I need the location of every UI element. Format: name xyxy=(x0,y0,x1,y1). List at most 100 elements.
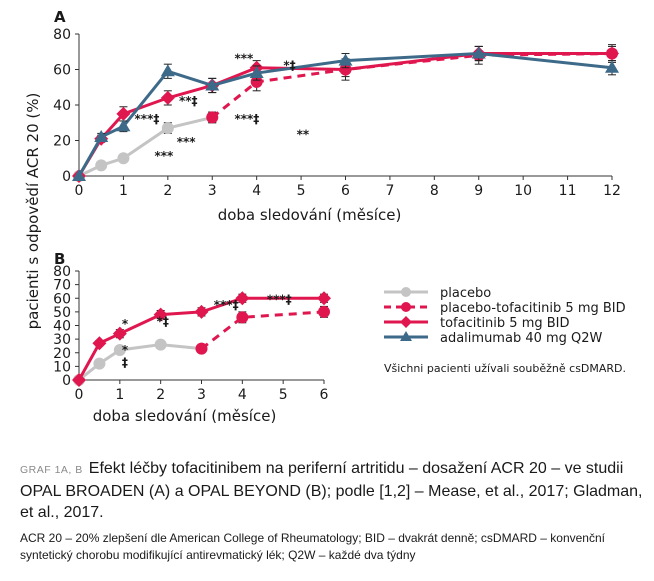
panel-b-annotation: * xyxy=(122,317,129,331)
panel-a-annotation: *‡ xyxy=(283,59,295,73)
panel-b-data-point-0-2 xyxy=(113,344,126,357)
panel-a-data-point-3-7 xyxy=(471,46,486,59)
panel-a-y-axis-title: pacienti s odpovědí ACR 20 (%) xyxy=(24,93,42,330)
panel-b-x-tick-label: 3 xyxy=(197,387,206,403)
panel-b-data-point-2-3 xyxy=(153,307,168,322)
panel-b-y-tick-label: 10 xyxy=(53,359,71,375)
legend-swatch-marker-2 xyxy=(400,316,412,328)
panel-a-data-point-0-2 xyxy=(117,152,130,165)
panel-b-x-tick-label: 4 xyxy=(238,387,247,403)
panel-a-data-point-2-2 xyxy=(116,106,131,121)
panel-a-x-tick-label: 1 xyxy=(119,183,128,199)
panel-a-x-tick-label: 7 xyxy=(385,183,394,199)
legend-swatch-marker-1 xyxy=(401,302,411,312)
panel-a-data-point-3-6 xyxy=(338,53,353,66)
panel-a-annotation: ***‡ xyxy=(135,112,160,126)
panel-a-label: A xyxy=(54,8,66,26)
panel-b-data-point-1-2 xyxy=(318,305,330,318)
panel-b-data-point-2-4 xyxy=(194,304,209,319)
panel-a-y-tick-label: 80 xyxy=(53,27,71,43)
figure-caption: GRAF 1A, B Efekt léčby tofacitinibem na p… xyxy=(20,458,644,523)
panel-a-annotation: **‡ xyxy=(179,94,198,108)
panel-b-data-point-0-1 xyxy=(93,357,106,370)
panel-a-data-point-1-0 xyxy=(206,111,219,124)
panel-a-x-tick-label: 5 xyxy=(297,183,306,199)
panel-b-data-point-0-3 xyxy=(154,338,167,351)
panel-b-data-point-2-2 xyxy=(112,326,127,341)
panel-a-y-tick-label: 60 xyxy=(53,63,71,79)
panel-b-y-tick-label: 80 xyxy=(53,264,71,280)
panel-b-data-point-2-5 xyxy=(235,291,250,306)
panel-a-data-point-1-1 xyxy=(250,75,263,88)
panel-a-data-point-3-3 xyxy=(160,64,175,77)
panel-a-x-tick-label: 12 xyxy=(603,183,621,199)
legend-note: Všichni pacienti užívali souběžně csDMAR… xyxy=(384,362,626,375)
panel-a-annotation: *** xyxy=(234,51,254,65)
panel-a-data-point-2-3 xyxy=(160,90,175,105)
panel-a-x-tick-label: 6 xyxy=(341,183,350,199)
panel-b-x-tick-label: 5 xyxy=(279,387,288,403)
legend-label-2: tofacitinib 5 mg BID xyxy=(440,316,570,331)
panel-b-annotation: *‡ xyxy=(157,315,169,329)
panel-b-y-tick-label: 0 xyxy=(62,373,71,389)
panel-a-data-point-2-8 xyxy=(605,46,619,61)
panel-a-x-axis-title: doba sledování (měsíce) xyxy=(218,206,402,224)
panel-a-annotation: ** xyxy=(297,128,310,142)
panel-b-x-tick-label: 1 xyxy=(115,387,124,403)
panel-a-y-tick-label: 20 xyxy=(53,134,71,150)
panel-a-data-point-2-6 xyxy=(338,62,353,77)
panel-a-data-point-3-0 xyxy=(72,169,86,181)
panel-a-data-point-3-1 xyxy=(94,129,109,142)
panel-b-y-tick-label: 30 xyxy=(53,332,71,348)
panel-a-x-tick-label: 3 xyxy=(208,183,217,199)
panel-b-y-tick-label: 70 xyxy=(53,278,71,294)
panel-a-x-tick-label: 10 xyxy=(514,183,532,199)
panel-a-x-tick-label: 8 xyxy=(430,183,439,199)
panel-a-x-tick-label: 2 xyxy=(163,183,172,199)
panel-b-y-tick-label: 50 xyxy=(53,305,71,321)
panel-a-data-point-3-4 xyxy=(205,78,220,91)
legend-swatch-marker-0 xyxy=(401,287,411,297)
panel-a-data-point-0-1 xyxy=(95,159,108,172)
caption-prefix: GRAF 1A, B xyxy=(20,464,83,476)
panel-b-y-tick-label: 60 xyxy=(53,291,71,307)
panel-b-data-point-2-0 xyxy=(72,373,86,387)
panel-b-y-tick-label: 20 xyxy=(53,346,71,362)
legend-label-1: placebo-tofacitinib 5 mg BID xyxy=(440,301,626,316)
panel-a-x-tick-label: 0 xyxy=(75,183,84,199)
legend-swatch-marker-3 xyxy=(400,331,412,341)
panel-a-x-tick-label: 11 xyxy=(559,183,577,199)
panel-b-annotation: ***‡ xyxy=(214,298,239,312)
panel-a-annotation: ***‡ xyxy=(234,112,259,126)
panel-b-x-tick-label: 0 xyxy=(75,387,84,403)
panel-b-series-line-1 xyxy=(200,310,325,350)
panel-b-data-point-2-6 xyxy=(317,291,331,306)
panel-b-data-point-1-0 xyxy=(195,342,208,355)
panel-b-data-point-2-1 xyxy=(92,336,107,351)
panel-a-y-tick-label: 40 xyxy=(53,98,71,114)
legend-label-3: adalimumab 40 mg Q2W xyxy=(440,331,603,346)
panel-a-series-line-1 xyxy=(211,52,613,119)
panel-b-data-point-1-1 xyxy=(236,311,249,324)
panel-a-data-point-3-5 xyxy=(249,66,264,79)
panel-b-x-axis-title: doba sledování (měsíce) xyxy=(93,407,277,425)
panel-b-label: B xyxy=(54,250,65,268)
panel-b-y-tick-label: 40 xyxy=(53,319,71,335)
panel-a-x-tick-label: 4 xyxy=(252,183,261,199)
panel-a-data-point-0-3 xyxy=(161,122,174,135)
panel-b-x-tick-label: 6 xyxy=(320,387,329,403)
caption-title: Efekt léčby tofacitinibem na periferní a… xyxy=(20,460,643,521)
panel-a-data-point-3-8 xyxy=(605,60,619,73)
legend-label-0: placebo xyxy=(440,286,491,301)
panel-a-data-point-3-2 xyxy=(116,119,131,132)
panel-a-annotation: *** xyxy=(177,135,197,149)
panel-a-annotation: *** xyxy=(155,149,175,163)
panel-b-annotation: * xyxy=(122,343,129,357)
panel-a-x-tick-label: 9 xyxy=(474,183,483,199)
panel-b-x-tick-label: 2 xyxy=(156,387,165,403)
panel-a-y-tick-label: 0 xyxy=(62,169,71,185)
panel-b-annotation: ‡ xyxy=(122,355,128,369)
caption-notes: ACR 20 – 20% zlepšení dle American Colle… xyxy=(20,531,605,562)
panel-b-annotation: ***‡ xyxy=(267,293,292,307)
